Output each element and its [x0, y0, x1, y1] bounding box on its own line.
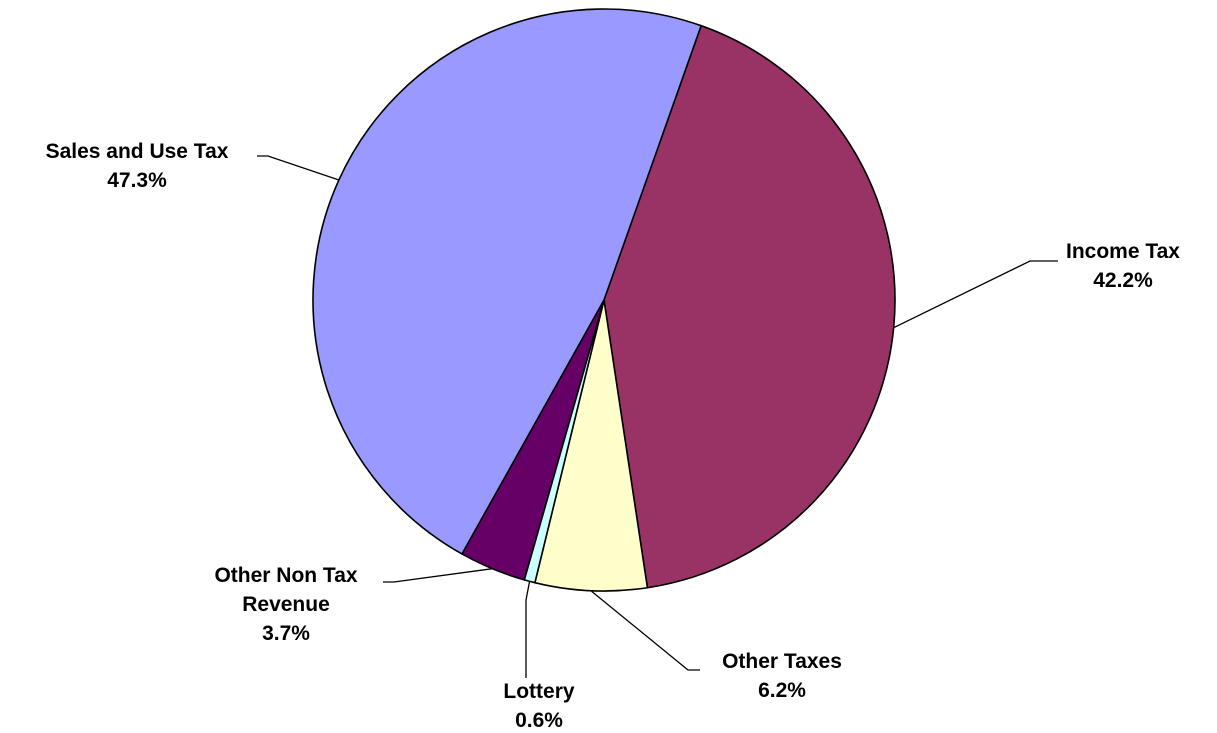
pie-slices	[312, 8, 896, 592]
slice-percent: 0.6%	[515, 709, 563, 732]
slice-percent: 3.7%	[262, 622, 310, 645]
slice-name: Lottery	[503, 680, 574, 703]
leader-line	[590, 590, 700, 671]
slice-name: Other Non Tax	[214, 564, 357, 587]
leader-line	[525, 581, 531, 678]
pie-slice-income-tax	[603, 24, 896, 589]
slice-percent: 47.3%	[107, 169, 167, 192]
slice-labels: Income Tax 42.2% Other Taxes 6.2% Lottery 0.6…	[46, 140, 1181, 732]
leader-line	[383, 568, 493, 583]
slice-label: Income Tax 42.2%	[1066, 240, 1180, 292]
leader-lines	[257, 155, 1058, 678]
slice-label: Other Taxes 6.2%	[722, 650, 842, 702]
slice-name: Sales and Use Tax	[46, 140, 229, 163]
slice-name: Revenue	[242, 593, 330, 616]
pie-slice-sales-and-use-tax	[312, 8, 703, 556]
slice-label: Lottery 0.6%	[503, 680, 574, 732]
slice-name: Other Taxes	[722, 650, 842, 673]
leader-line	[257, 155, 340, 181]
leader-line	[893, 260, 1058, 329]
slice-label: Sales and Use Tax 47.3%	[46, 140, 229, 192]
slice-percent: 42.2%	[1093, 269, 1153, 292]
slice-name: Income Tax	[1066, 240, 1180, 263]
slice-label: Other Non Tax Revenue 3.7%	[214, 564, 357, 645]
slice-percent: 6.2%	[758, 679, 806, 702]
